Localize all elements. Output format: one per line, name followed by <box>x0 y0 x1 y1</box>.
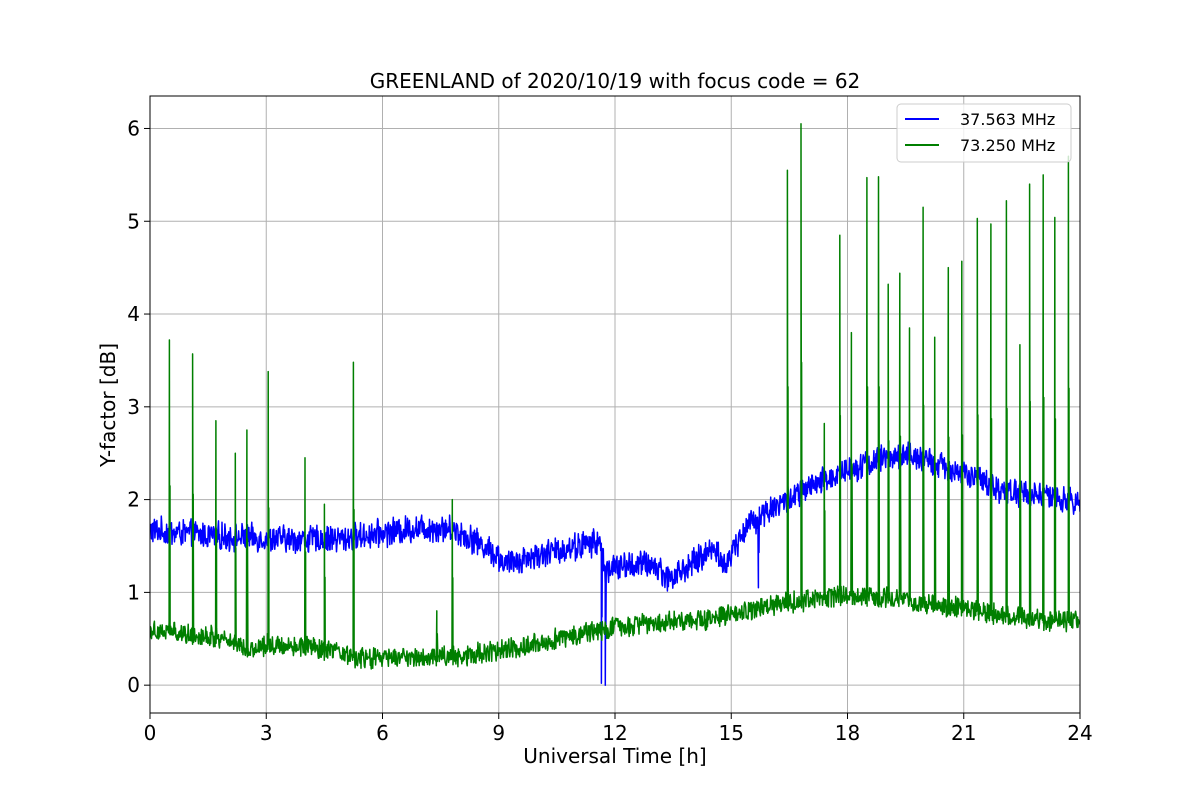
series-layer <box>150 123 1080 686</box>
x-tick-label: 3 <box>260 721 273 745</box>
legend-label-series-1: 37.563 MHz <box>960 110 1055 129</box>
y-tick-label: 5 <box>127 209 140 233</box>
y-tick-label: 3 <box>127 395 140 419</box>
x-tick-label: 9 <box>492 721 505 745</box>
x-tick-label: 12 <box>602 721 627 745</box>
x-axis-label: Universal Time [h] <box>523 744 706 768</box>
legend-label-series-2: 73.250 MHz <box>960 136 1055 155</box>
x-tick-label: 15 <box>719 721 744 745</box>
y-axis-label: Y-factor [dB] <box>96 343 120 468</box>
x-tick-label: 24 <box>1067 721 1092 745</box>
x-tick-label: 18 <box>835 721 860 745</box>
legend: 37.563 MHz 73.250 MHz <box>896 103 1072 163</box>
x-tick-label: 21 <box>951 721 976 745</box>
y-tick-label: 4 <box>127 302 140 326</box>
legend-box <box>896 103 1072 163</box>
chart-title: GREENLAND of 2020/10/19 with focus code … <box>370 69 861 93</box>
y-tick-label: 0 <box>127 673 140 697</box>
y-tick-label: 1 <box>127 580 140 604</box>
y-tick-label: 2 <box>127 488 140 512</box>
x-tick-label: 6 <box>376 721 389 745</box>
series-line-2 <box>150 123 1080 670</box>
plot-area <box>150 123 1080 686</box>
x-tick-label: 0 <box>144 721 157 745</box>
y-tick-label: 6 <box>127 116 140 140</box>
